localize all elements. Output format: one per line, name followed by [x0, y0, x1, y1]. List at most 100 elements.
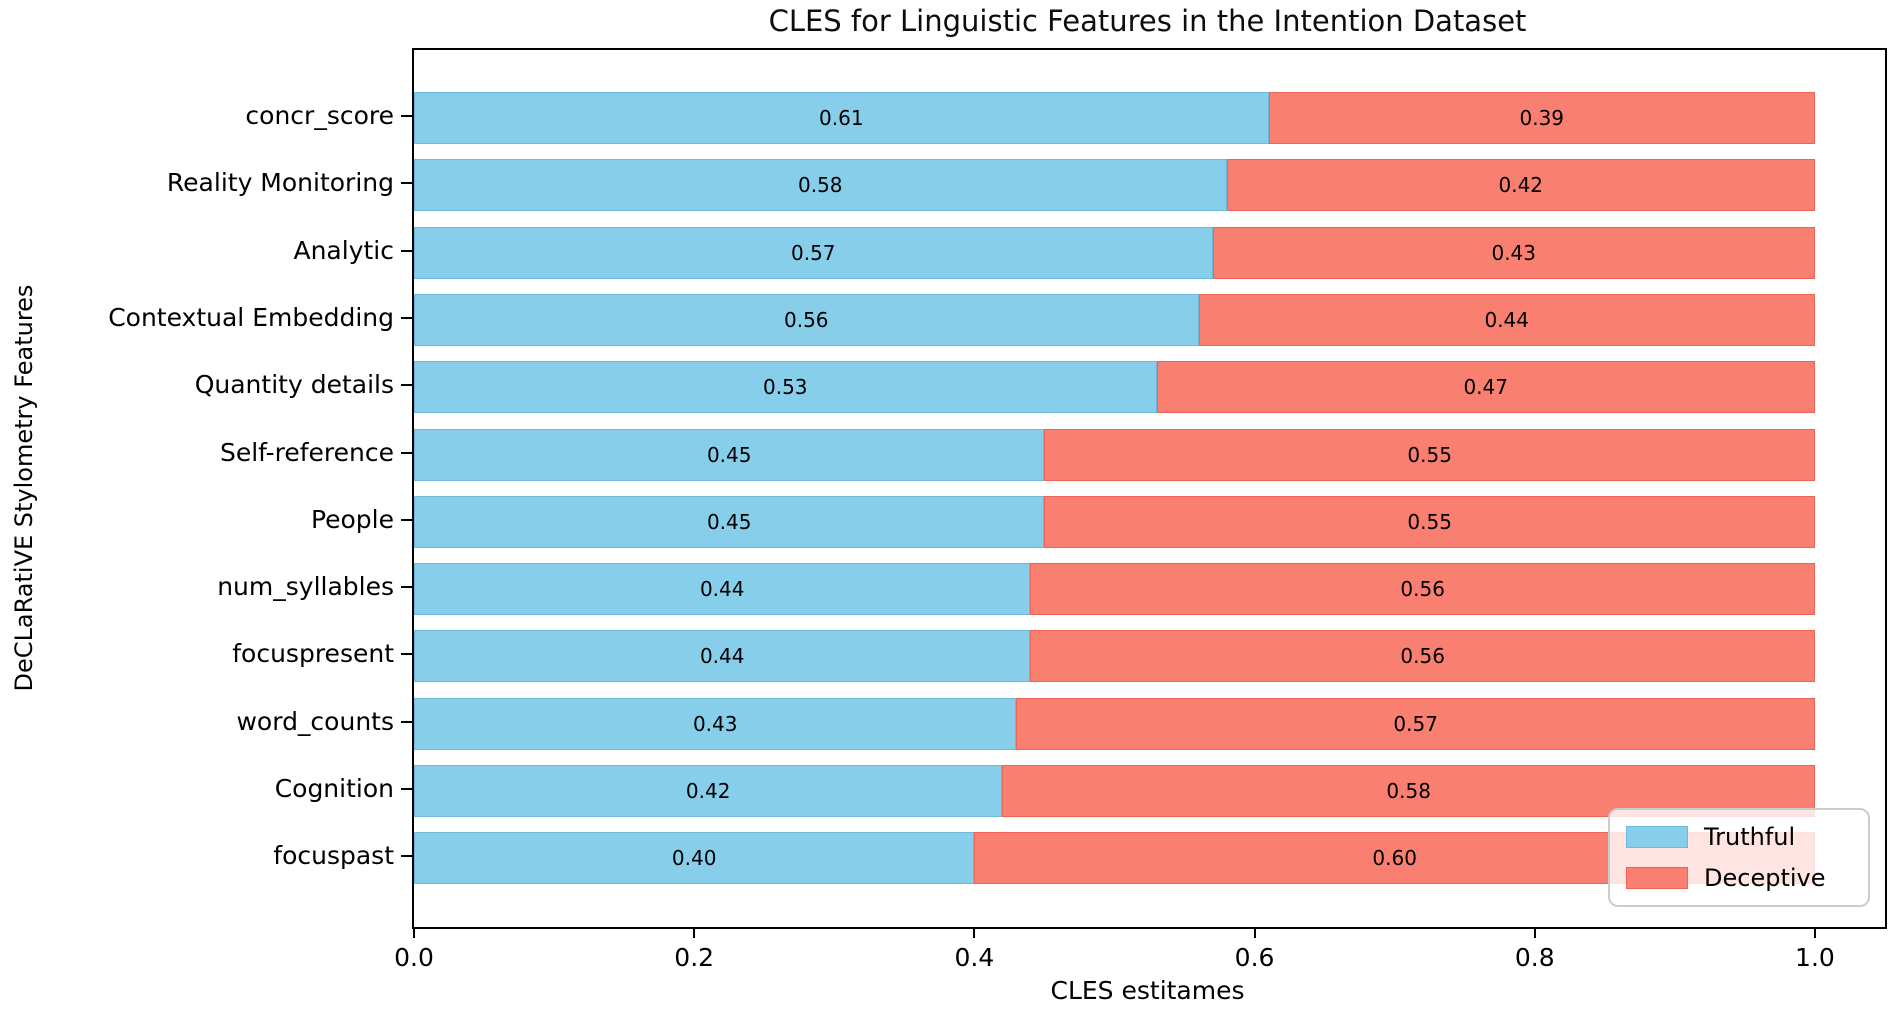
x-tick-mark — [413, 927, 415, 938]
legend-label-deceptive: Deceptive — [1704, 864, 1826, 892]
y-tick-mark — [401, 788, 412, 790]
y-tick-mark — [401, 384, 412, 387]
bar-value-label-truthful: 0.43 — [692, 711, 738, 736]
x-tick-label: 0.6 — [1234, 943, 1275, 972]
y-tick-mark — [401, 855, 412, 858]
bar-row-cognition: 0.42 0.58 — [414, 765, 1885, 817]
y-category-label: concr_score — [245, 101, 394, 130]
bar-row-concr-score: 0.61 0.39 — [414, 92, 1885, 144]
bar-value-label-truthful: 0.57 — [791, 240, 836, 265]
bar-value-label-deceptive: 0.57 — [1393, 711, 1438, 736]
bar-row-focuspresent: 0.44 0.56 — [414, 630, 1885, 683]
y-category-label: Contextual Embedding — [108, 302, 394, 332]
bar-segment-deceptive — [1226, 159, 1815, 212]
y-category-label: focuspast — [273, 841, 394, 871]
bar-row-self-reference: 0.45 0.55 — [414, 428, 1885, 481]
x-tick-mark — [973, 927, 976, 938]
bar-value-label-deceptive: 0.42 — [1498, 173, 1544, 198]
bar-segment-truthful — [414, 495, 1045, 548]
bar-row-contextual-embedding: 0.56 0.44 — [414, 293, 1885, 346]
bar-segment-truthful — [414, 159, 1227, 212]
bar-value-label-truthful: 0.42 — [685, 779, 731, 803]
x-tick-label: 1.0 — [1795, 943, 1835, 972]
bar-segment-truthful — [414, 92, 1269, 144]
bar-value-label-deceptive: 0.56 — [1400, 577, 1445, 602]
bar-value-label-truthful: 0.44 — [699, 644, 745, 669]
legend-label-truthful: Truthful — [1704, 823, 1796, 851]
chart-title: CLES for Linguistic Features in the Inte… — [768, 4, 1527, 38]
bar-segment-truthful — [414, 832, 975, 885]
y-tick-mark — [401, 653, 412, 656]
y-tick-mark — [401, 451, 412, 454]
x-axis-label: CLES estitames — [1050, 976, 1245, 1005]
bar-row-analytic: 0.57 0.43 — [414, 226, 1885, 279]
y-tick-mark — [401, 182, 412, 185]
x-tick-mark — [1253, 927, 1256, 938]
y-category-label: focuspresent — [232, 639, 394, 669]
bar-value-label-deceptive: 0.39 — [1519, 106, 1565, 130]
bar-row-quantity-details: 0.53 0.47 — [414, 361, 1885, 414]
truthful-swatch-icon — [1626, 826, 1688, 848]
y-tick-mark — [401, 316, 412, 319]
bar-value-label-truthful: 0.58 — [798, 173, 843, 198]
y-tick-mark — [401, 586, 412, 589]
bar-value-label-deceptive: 0.43 — [1491, 240, 1536, 265]
bar-segment-truthful — [414, 697, 1017, 750]
bar-segment-truthful — [414, 765, 1003, 817]
legend: Truthful Deceptive — [1608, 808, 1870, 907]
y-category-label: Self-reference — [219, 437, 394, 467]
bar-value-label-deceptive: 0.60 — [1372, 846, 1417, 871]
y-tick-mark — [401, 720, 412, 723]
bar-segment-truthful — [414, 563, 1031, 616]
y-category-label: People — [310, 504, 394, 534]
bar-segment-deceptive — [1030, 630, 1815, 683]
bar-value-label-truthful: 0.61 — [819, 106, 864, 130]
y-category-label: Quantity details — [194, 370, 394, 400]
deceptive-swatch-icon — [1626, 867, 1688, 889]
bar-segment-truthful — [414, 428, 1045, 481]
y-axis-label: DeCLaRatiVE Stylometry Features — [10, 284, 38, 692]
y-category-label: Reality Monitoring — [166, 168, 394, 198]
x-tick-label: 0.0 — [394, 943, 434, 972]
bar-segment-truthful — [414, 226, 1213, 279]
bar-segment-truthful — [414, 293, 1199, 346]
bar-segment-deceptive — [1030, 563, 1815, 616]
y-category-label: Analytic — [293, 235, 394, 265]
y-category-label: word_counts — [236, 706, 394, 736]
bar-value-label-truthful: 0.53 — [762, 375, 808, 400]
bar-segment-deceptive — [1016, 697, 1815, 750]
bar-segment-truthful — [414, 361, 1157, 414]
bar-value-label-truthful: 0.56 — [784, 307, 829, 332]
x-tick-mark — [1813, 927, 1816, 938]
x-tick-mark — [1533, 927, 1536, 938]
bar-value-label-deceptive: 0.56 — [1400, 644, 1445, 669]
bar-segment-deceptive — [1044, 495, 1815, 548]
x-tick-label: 0.2 — [674, 943, 715, 972]
y-category-label: num_syllables — [217, 572, 394, 602]
y-tick-mark — [401, 518, 412, 521]
bar-value-label-deceptive: 0.55 — [1407, 509, 1452, 534]
x-tick-mark — [693, 927, 696, 938]
plot-area: 0.61 0.39 0.58 0.42 0.57 0.43 0.56 0.44 0.53 0.47… — [412, 48, 1887, 929]
y-category-label: Cognition — [274, 774, 394, 803]
bar-segment-deceptive — [1198, 293, 1815, 346]
bar-value-label-deceptive: 0.44 — [1484, 307, 1529, 332]
bar-segment-deceptive — [1156, 361, 1815, 414]
legend-entry-truthful: Truthful — [1626, 823, 1852, 851]
bar-segment-truthful — [414, 630, 1031, 683]
bar-value-label-deceptive: 0.58 — [1386, 779, 1431, 803]
bar-row-word-counts: 0.43 0.57 — [414, 697, 1885, 750]
bar-segment-deceptive — [1268, 92, 1815, 144]
y-tick-mark — [401, 249, 412, 252]
bar-value-label-truthful: 0.40 — [671, 846, 717, 871]
bar-value-label-truthful: 0.44 — [699, 577, 745, 602]
bar-segment-deceptive — [1212, 226, 1815, 279]
y-tick-mark — [401, 115, 412, 117]
bar-row-num-syllables: 0.44 0.56 — [414, 563, 1885, 616]
bar-row-people: 0.45 0.55 — [414, 495, 1885, 548]
bar-value-label-deceptive: 0.55 — [1407, 442, 1452, 467]
bar-value-label-truthful: 0.45 — [706, 509, 752, 534]
bar-row-reality-monitoring: 0.58 0.42 — [414, 159, 1885, 212]
bar-value-label-deceptive: 0.47 — [1463, 375, 1508, 400]
